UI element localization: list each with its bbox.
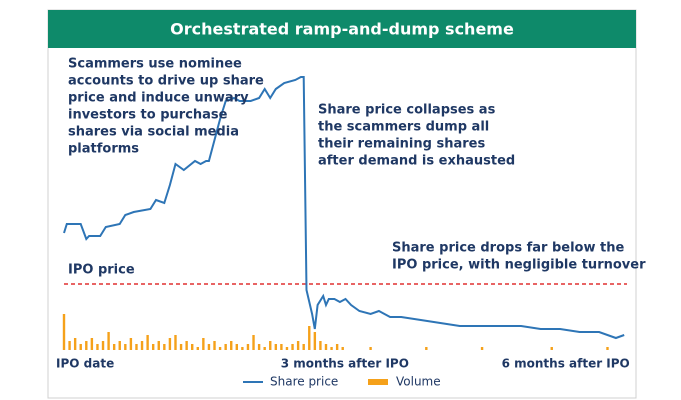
volume-bar	[291, 344, 294, 350]
volume-bar	[185, 341, 188, 350]
volume-bar	[425, 347, 428, 350]
volume-bar	[213, 341, 216, 350]
volume-bar	[308, 326, 311, 350]
volume-bar	[157, 341, 160, 350]
chart-title: Orchestrated ramp-and-dump scheme	[170, 20, 514, 39]
volume-bar	[85, 341, 88, 350]
volume-bar	[218, 347, 222, 350]
annotation-line: after demand is exhausted	[318, 154, 515, 169]
header	[48, 10, 636, 48]
volume-bar	[313, 332, 317, 350]
volume-bar	[269, 341, 272, 350]
annotation-line: accounts to drive up share	[68, 74, 264, 89]
volume-bar	[207, 344, 211, 350]
volume-bar	[112, 344, 116, 350]
volume-bar	[285, 347, 289, 350]
card	[47, 9, 637, 399]
volume-bar	[118, 341, 121, 350]
volume-bar	[151, 344, 155, 350]
volume-bar	[174, 335, 177, 350]
annotation-line: IPO price, with negligible turnover	[392, 258, 646, 273]
legend-label: Volume	[396, 375, 441, 389]
annotation-line: their remaining shares	[318, 137, 485, 152]
volume-bar	[369, 347, 372, 350]
volume-bar	[241, 347, 244, 350]
volume-bar	[274, 344, 278, 350]
volume-bar	[191, 344, 194, 350]
volume-bar	[79, 344, 82, 350]
volume-bar	[179, 344, 183, 350]
volume-bar	[280, 344, 283, 350]
volume-bar	[146, 335, 149, 350]
volume-bar	[324, 344, 328, 350]
annotation-line: Scammers use nominee	[68, 57, 242, 72]
price-line	[63, 76, 625, 340]
volume-bar	[73, 338, 77, 350]
volume-bar	[129, 338, 133, 350]
x-tick-label: 3 months after IPO	[281, 357, 409, 371]
volume-bar	[330, 347, 333, 350]
volume-bar	[263, 347, 266, 350]
volume-bar	[168, 338, 172, 350]
annotation-line: Share price drops far below the	[392, 241, 624, 256]
volume-bar	[101, 341, 105, 350]
volume-bar	[480, 347, 484, 350]
volume-bar	[135, 344, 138, 350]
volume-bar	[196, 347, 199, 350]
volume-bar	[550, 347, 553, 350]
annotation-line: investors to purchase	[68, 108, 228, 123]
volume-bar	[224, 344, 227, 350]
volume-bar	[319, 341, 322, 350]
volume-bar	[96, 344, 99, 350]
volume-bar	[140, 341, 144, 350]
volume-bar	[335, 344, 339, 350]
volume-bar	[230, 341, 233, 350]
volume-bar	[246, 344, 250, 350]
annotation-line: platforms	[68, 142, 139, 157]
annotation-line: shares via social media	[68, 125, 239, 140]
volume-bar	[68, 341, 71, 350]
volume-bar	[257, 344, 261, 350]
legend-swatch	[368, 379, 388, 385]
volume-bar	[163, 344, 166, 350]
volume-bar	[90, 338, 94, 350]
annotation-line: price and induce unwary	[68, 91, 249, 106]
volume-bar	[302, 344, 305, 350]
volume-bar	[202, 338, 205, 350]
ipo-price-label: IPO price	[68, 263, 135, 278]
volume-bar	[107, 332, 110, 350]
volume-bar	[252, 335, 255, 350]
volume-bar	[124, 344, 127, 350]
x-tick-label: IPO date	[56, 357, 114, 371]
volume-bar	[62, 314, 66, 350]
annotation-line: Share price collapses as	[318, 103, 496, 118]
legend-label: Share price	[270, 375, 338, 389]
x-tick-label: 6 months after IPO	[502, 357, 630, 371]
volume-bar	[296, 341, 300, 350]
volume-bar	[341, 347, 344, 350]
annotation-line: the scammers dump all	[318, 120, 489, 135]
volume-bar	[606, 347, 609, 350]
volume-bar	[235, 344, 239, 350]
